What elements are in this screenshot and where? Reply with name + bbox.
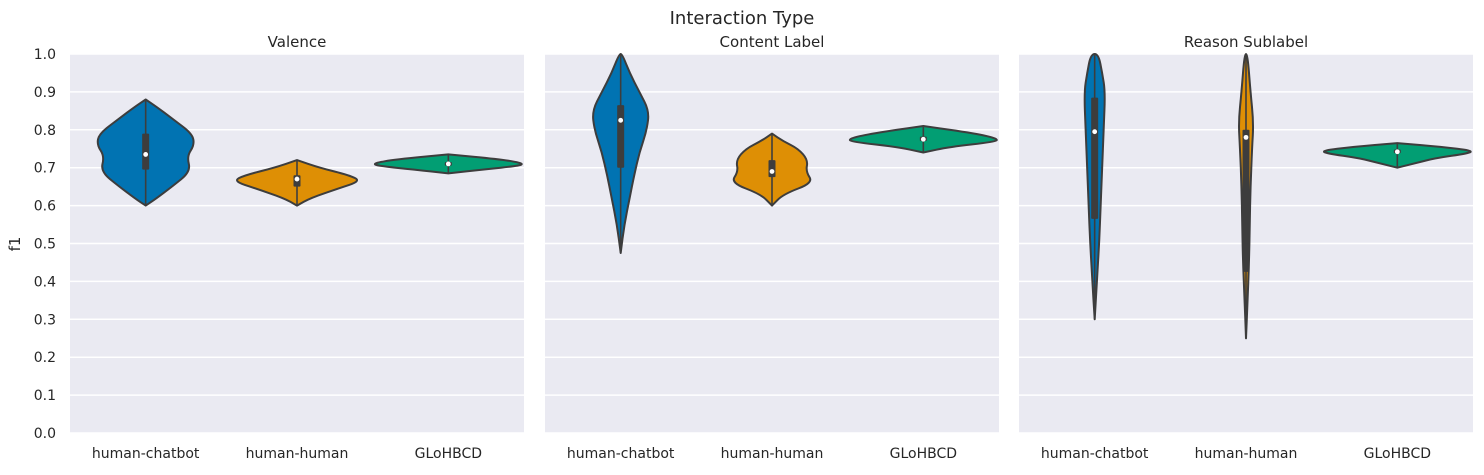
x-tick-label: GLoHBCD — [1364, 446, 1431, 462]
violin-median — [1394, 149, 1400, 155]
violin-iqr-box — [1242, 129, 1250, 272]
y-tick-label: 0.9 — [34, 85, 56, 101]
violin-median — [618, 117, 624, 123]
violin-median — [1243, 134, 1249, 140]
panel-valence: Valence human-chatbot human-human GLoHBCD — [70, 33, 524, 462]
x-tick-label: human-human — [1195, 446, 1298, 462]
y-tick-label: 0.4 — [34, 274, 56, 290]
x-tick-label: human-chatbot — [92, 446, 200, 462]
violin-iqr-box — [1091, 97, 1099, 219]
y-tick-label: 0.3 — [34, 312, 56, 328]
x-tick-label: human-human — [246, 446, 349, 462]
y-tick-label: 0.2 — [34, 350, 56, 366]
x-tick-label: GLoHBCD — [415, 446, 482, 462]
violin-median — [445, 161, 451, 167]
violin-iqr-box — [768, 160, 776, 178]
violin-median — [294, 176, 300, 182]
chart-title: Interaction Type — [670, 8, 815, 29]
panel-title: Content Label — [720, 33, 825, 51]
x-tick-label: GLoHBCD — [890, 446, 957, 462]
y-tick-label: 0.0 — [34, 426, 56, 442]
panel-reason-sublabel: Reason Sublabel human-chatbot human-human G… — [1019, 33, 1473, 462]
violin-iqr-box — [142, 133, 150, 170]
violin-median — [920, 136, 926, 142]
panel-title: Valence — [268, 33, 327, 51]
x-tick-label: human-chatbot — [567, 446, 675, 462]
y-tick-label: 0.6 — [34, 199, 56, 215]
y-tick-label: 0.5 — [34, 237, 56, 253]
violin-median — [143, 152, 149, 157]
x-tick-label: human-human — [721, 446, 824, 462]
violin-median — [1092, 129, 1098, 135]
y-tick-label: 1.0 — [34, 47, 56, 63]
violin-median — [769, 169, 775, 174]
y-tick-label: 0.7 — [34, 161, 56, 177]
violin-iqr-box — [617, 105, 625, 168]
y-tick-label: 0.8 — [34, 123, 56, 139]
y-tick-label: 0.1 — [34, 388, 56, 404]
y-axis-label: f1 — [6, 237, 24, 252]
x-tick-label: human-chatbot — [1041, 446, 1149, 462]
panel-content-label: Content Label human-chatbot human-human GLo… — [545, 33, 999, 462]
panel-title: Reason Sublabel — [1184, 33, 1308, 51]
